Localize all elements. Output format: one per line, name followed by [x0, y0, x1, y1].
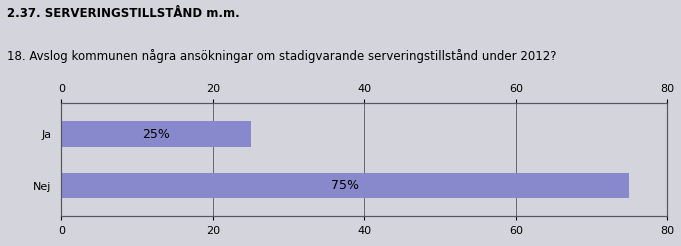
Bar [61, 173, 629, 199]
Text: 25%: 25% [142, 128, 170, 141]
Bar [61, 121, 251, 147]
Text: 18. Avslog kommunen några ansökningar om stadigvarande serveringstillstånd under: 18. Avslog kommunen några ansökningar om… [7, 49, 556, 63]
Text: 2.37. SERVERINGSTILLSTÅND m.m.: 2.37. SERVERINGSTILLSTÅND m.m. [7, 7, 240, 20]
Text: 75%: 75% [332, 179, 360, 192]
